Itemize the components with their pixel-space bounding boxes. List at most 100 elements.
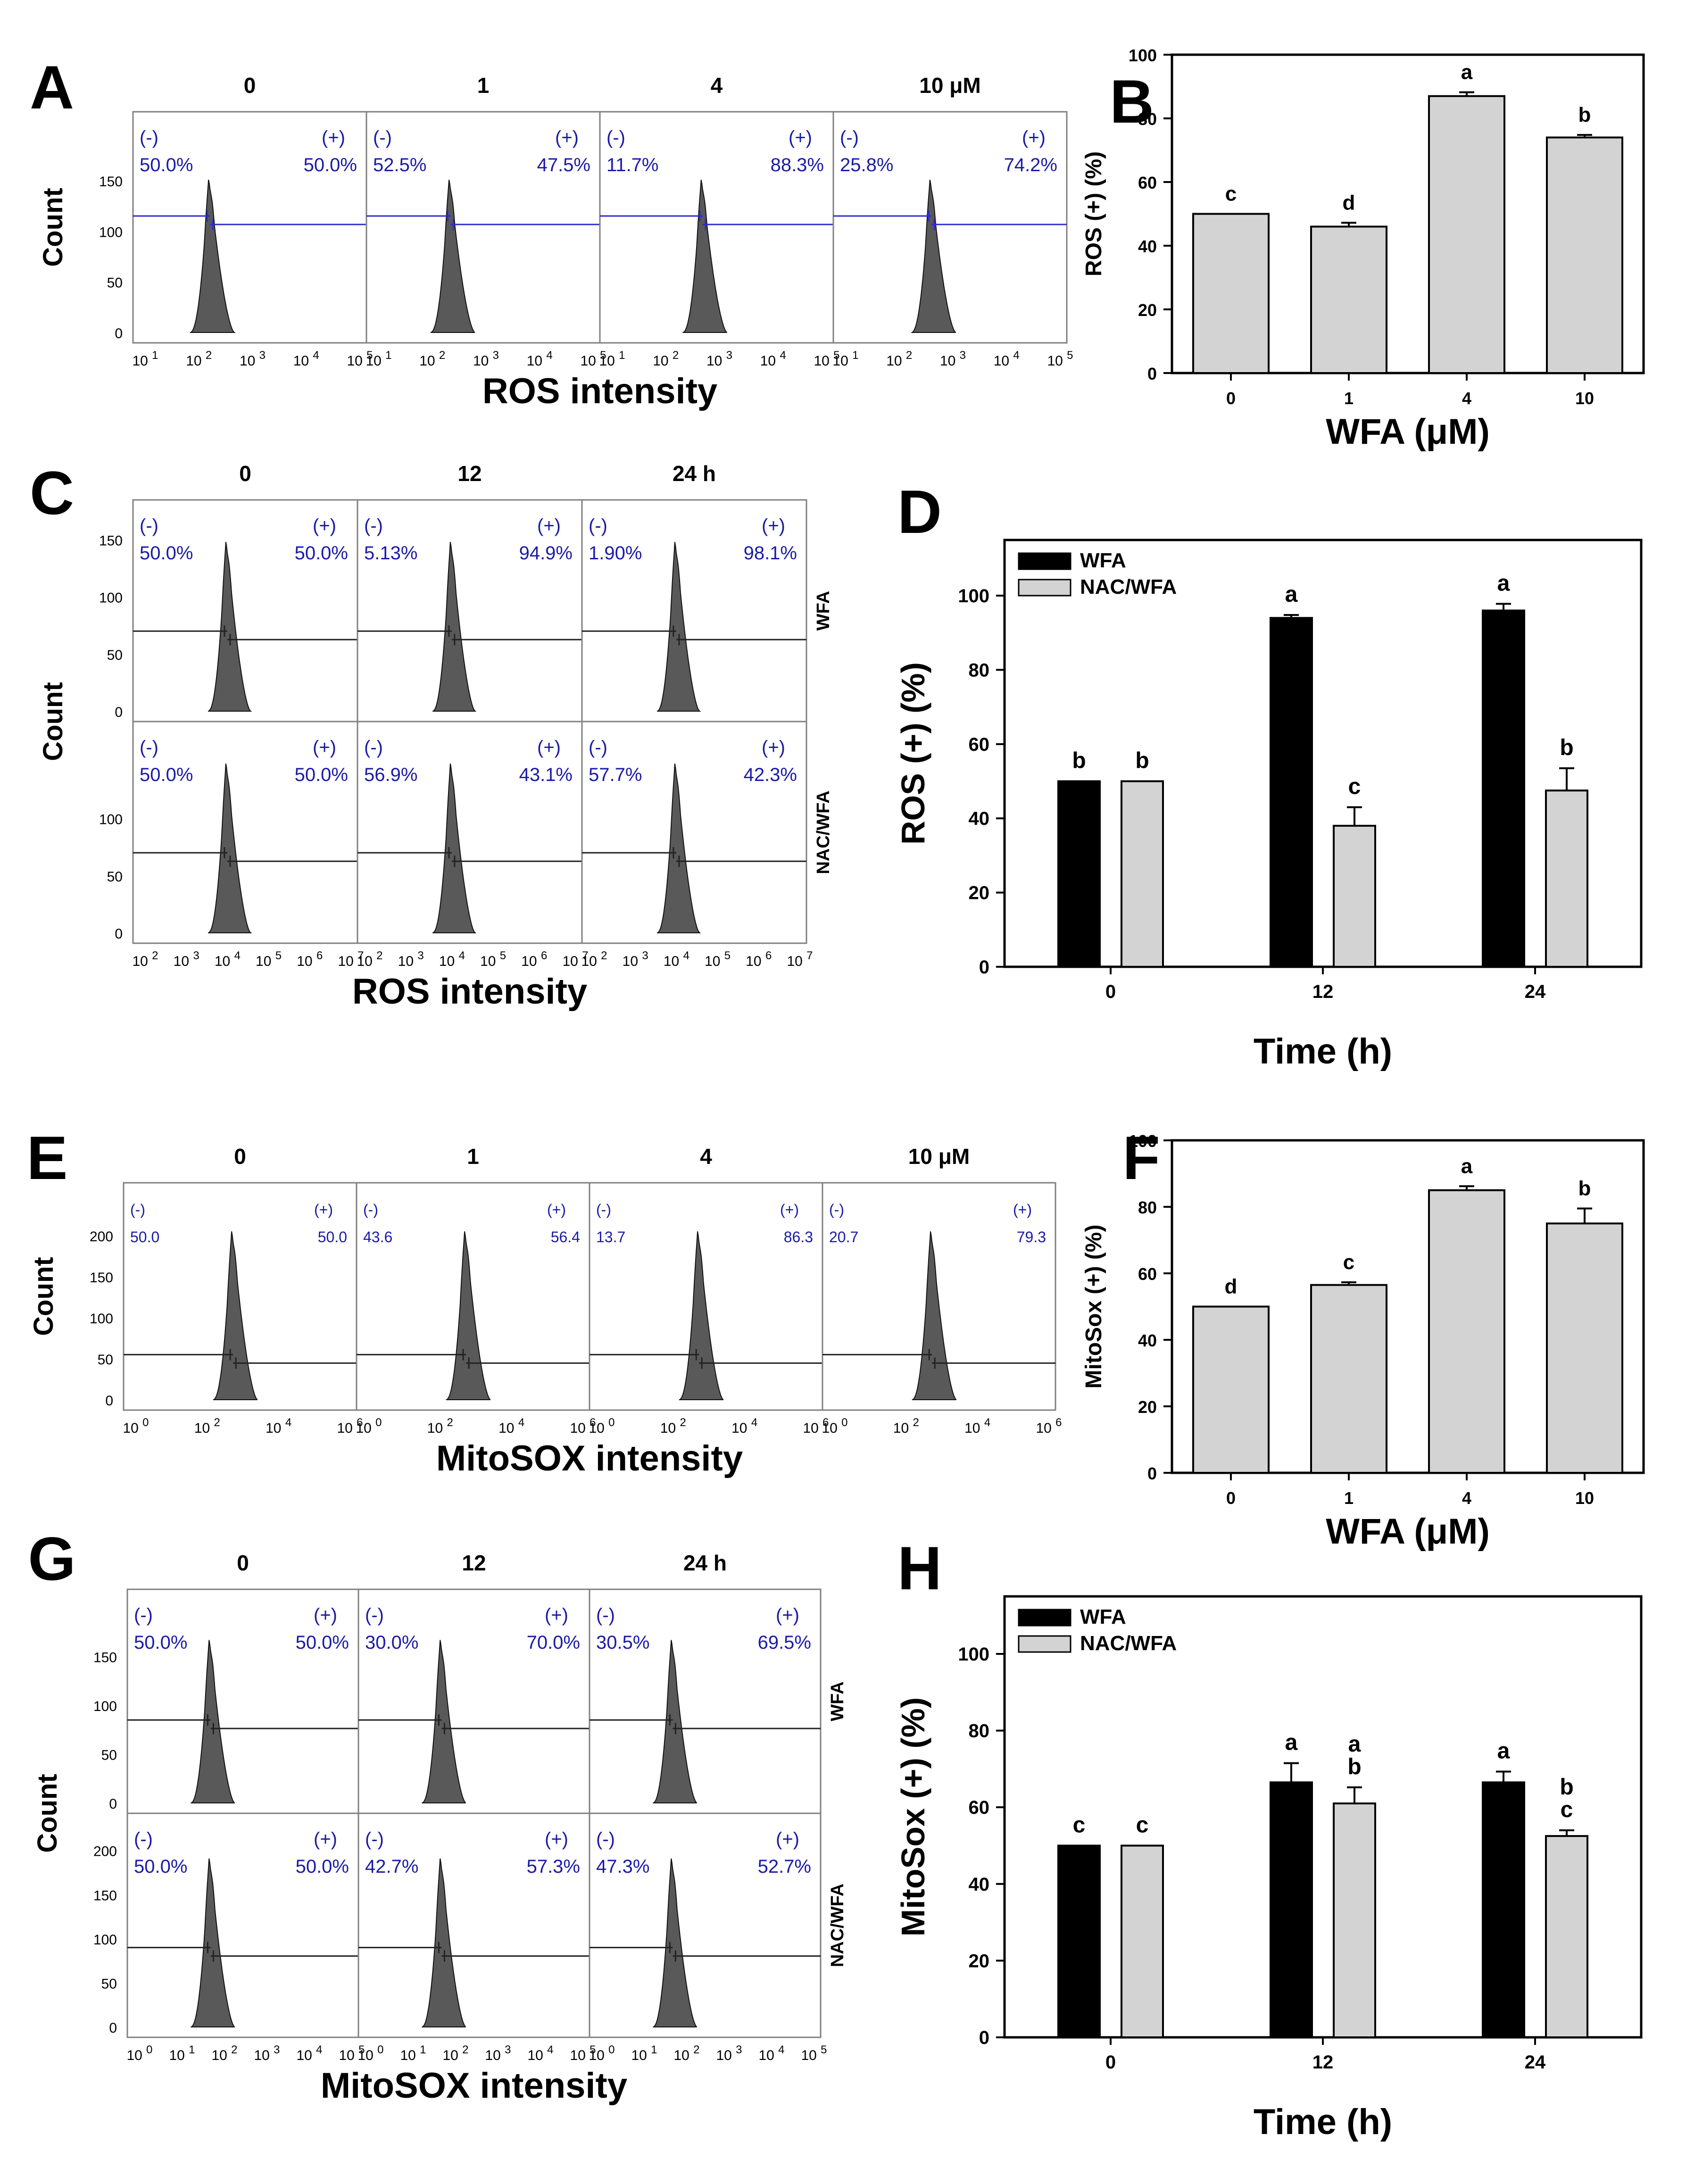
- negative-sign: (-): [373, 127, 392, 148]
- y-tick-label: 50: [107, 869, 123, 885]
- y-tick-label: 100: [99, 590, 123, 606]
- bar: [1333, 824, 1376, 968]
- x-tick-label: 4: [1462, 389, 1471, 408]
- row-label: WFA: [814, 591, 833, 631]
- positive-sign: (+): [762, 515, 785, 536]
- positive-percent: 70.0%: [527, 1632, 580, 1653]
- histogram-peak: [911, 180, 956, 333]
- positive-percent: 56.4: [551, 1229, 580, 1246]
- x-tick-label: 0: [1105, 2052, 1116, 2073]
- bar: [1057, 1844, 1101, 2038]
- panel-letter: A: [30, 53, 74, 122]
- negative-sign: (-): [596, 1201, 611, 1218]
- positive-percent: 50.0%: [295, 764, 348, 785]
- y-tick-label: 150: [99, 174, 123, 190]
- panel-c: 0 12 24 h (-) (+) 50.0% 50.0% (-) (+) 5.13% 94.9% (…: [30, 458, 833, 1012]
- x-tick-label: 10 3: [706, 349, 732, 369]
- panel-letter: H: [897, 1534, 942, 1603]
- y-tick-label: 0: [109, 2020, 117, 2036]
- bar: [1310, 225, 1387, 374]
- x-tick-label: 24: [1525, 981, 1546, 1002]
- positive-sign: (+): [537, 737, 561, 758]
- positive-sign: (+): [776, 1605, 799, 1626]
- significance-letter: a: [1285, 1730, 1298, 1755]
- positive-percent: 52.7%: [758, 1856, 811, 1877]
- negative-sign: (-): [363, 1201, 378, 1218]
- x-tick-label: 10 5: [705, 949, 731, 969]
- positive-percent: 69.5%: [758, 1632, 811, 1653]
- x-tick-label: 10 2: [132, 949, 158, 969]
- y-tick-label: 60: [969, 734, 990, 755]
- positive-sign: (+): [313, 515, 336, 536]
- y-tick-label: 100: [93, 1699, 117, 1714]
- condition-label-0: 0: [244, 73, 256, 98]
- y-tick-label: 80: [969, 1721, 990, 1742]
- x-tick-label: 10 6: [570, 1416, 596, 1436]
- bar: [1310, 1284, 1387, 1474]
- y-tick-label: 100: [93, 1932, 117, 1948]
- negative-sign: (-): [596, 1605, 615, 1626]
- y-tick-label: 0: [1147, 1464, 1157, 1483]
- bar: [1192, 213, 1270, 374]
- positive-percent: 50.0%: [295, 543, 348, 564]
- negative-sign: (-): [365, 1829, 384, 1850]
- negative-percent: 30.5%: [596, 1632, 649, 1653]
- significance-letter: c: [1561, 1797, 1573, 1822]
- x-tick-label: 10 7: [787, 949, 813, 969]
- positive-sign: (+): [537, 515, 561, 536]
- x-tick-label: 10 0: [357, 2043, 383, 2063]
- legend-swatch: [1018, 1635, 1071, 1653]
- negative-percent: 25.8%: [840, 155, 893, 175]
- negative-percent: 13.7: [596, 1229, 625, 1246]
- condition-label-2: 24 h: [683, 1551, 727, 1575]
- y-tick-label: 40: [1138, 1331, 1157, 1350]
- y-tick-label: 0: [105, 1393, 113, 1409]
- x-tick-label: 10 2: [442, 2043, 468, 2063]
- condition-label-0: 0: [234, 1144, 246, 1169]
- significance-letter: b: [1072, 748, 1086, 773]
- positive-percent: 98.1%: [744, 543, 797, 564]
- y-tick-label: 50: [107, 648, 123, 663]
- x-tick-label: 10 4: [266, 1416, 291, 1436]
- y-tick-label: 80: [969, 660, 990, 681]
- bar: [1545, 789, 1588, 968]
- y-tick-label: 50: [101, 1748, 117, 1763]
- y-axis-label: Count: [38, 682, 68, 761]
- x-tick-label: 10 6: [746, 949, 772, 969]
- significance-letter: a: [1497, 571, 1510, 596]
- negative-percent: 50.0: [130, 1229, 159, 1246]
- significance-letter: c: [1225, 183, 1237, 206]
- x-axis-label: ROS intensity: [352, 972, 587, 1012]
- positive-sign: (+): [1022, 127, 1046, 148]
- negative-percent: 5.13%: [364, 543, 417, 564]
- bar: [1121, 780, 1164, 968]
- histogram-peak: [208, 764, 252, 933]
- positive-percent: 50.0%: [296, 1632, 349, 1653]
- y-tick-label: 100: [1129, 1131, 1157, 1151]
- y-tick-label: 40: [969, 808, 990, 829]
- bar: [1482, 1781, 1525, 2039]
- panel-a: 0 1 4 10 μM (-) (+) 50.0% 50.0% (-) (+) 52.5% 47.5%…: [30, 53, 1073, 411]
- row-label: NAC/WFA: [814, 790, 833, 874]
- x-tick-label: 10 1: [365, 349, 391, 369]
- condition-label-0: 0: [237, 1551, 249, 1575]
- y-tick-label: 0: [979, 2027, 989, 2048]
- histogram-peak: [191, 1640, 235, 1803]
- negative-percent: 57.7%: [589, 764, 642, 785]
- condition-label-0: 0: [239, 461, 251, 486]
- legend-swatch: [1018, 552, 1071, 570]
- x-tick-label: 10 3: [623, 949, 648, 969]
- x-tick-label: 10 2: [211, 2043, 237, 2063]
- positive-sign: (+): [314, 1201, 333, 1218]
- histogram-peak: [191, 1858, 235, 2027]
- legend-swatch: [1018, 579, 1071, 597]
- legend-label: NAC/WFA: [1080, 575, 1177, 598]
- histogram-frame: [832, 111, 1068, 344]
- x-axis-label: WFA (μM): [1326, 412, 1490, 452]
- y-tick-label: 150: [99, 533, 123, 548]
- positive-percent: 50.0%: [304, 155, 357, 175]
- x-tick-label: 10 3: [240, 349, 266, 369]
- y-tick-label: 20: [969, 883, 990, 904]
